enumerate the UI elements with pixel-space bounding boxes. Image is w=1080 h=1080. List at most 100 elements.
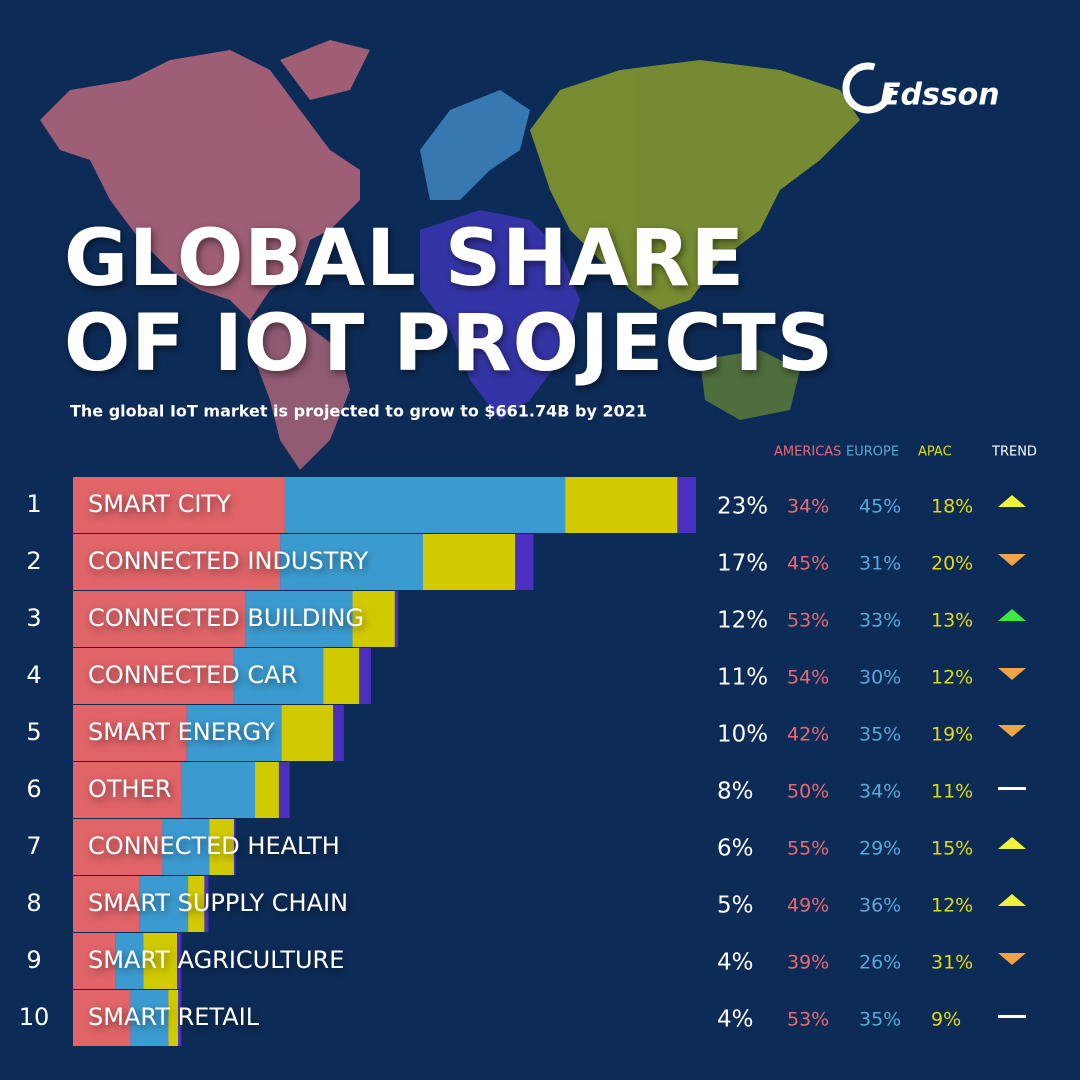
region-label: 31% [931,952,973,974]
trend-down [998,554,1026,566]
region-label: 45% [787,553,829,575]
trend-up [998,837,1026,849]
rank: 5 [26,718,41,746]
bar-segment [73,876,140,932]
region-label: 20% [931,553,973,575]
title-line: OF IOT PROJECTS [64,299,834,389]
title-line: GLOBAL SHARE [64,214,745,304]
column-header: EUROPE [846,445,899,460]
category-label: SMART ENERGY [88,718,275,746]
region-label: 13% [931,610,973,632]
bar-segment [73,933,116,989]
share-label: 11% [717,665,768,691]
category-label: CONNECTED BUILDING [88,604,364,632]
bar-segment [143,933,178,989]
category-label: SMART SUPPLY CHAIN [88,889,348,917]
bar-segment [139,876,189,932]
logo: Edsson [842,62,1000,114]
rank: 3 [26,604,41,632]
region-label: 29% [859,838,901,860]
bar-segment [209,819,234,875]
category-label: CONNECTED CAR [88,661,297,689]
australia [700,350,800,420]
bar-segment [168,990,179,1046]
region-label: 36% [859,895,901,917]
region-label: 49% [787,895,829,917]
region-label: 33% [859,610,901,632]
share-label: 8% [717,779,754,805]
region-label: 12% [931,667,973,689]
bar-segment [73,591,246,647]
share-label: 4% [717,950,754,976]
bar-segment [233,648,324,704]
region-label: 53% [787,610,829,632]
region-label: 45% [859,496,901,518]
bar-segment [73,819,163,875]
region-label: 15% [931,838,973,860]
category-label: OTHER [88,775,171,803]
region-label: 18% [931,496,973,518]
column-header: AMERICAS [774,445,841,460]
bar-segment [422,534,516,590]
subtitle: The global IoT market is projected to gr… [70,402,647,421]
region-label: 42% [787,724,829,746]
region-label: 35% [859,1009,901,1031]
europe [420,90,530,200]
trend-up [998,495,1026,507]
bar-segment [245,591,353,647]
region-label: 9% [931,1009,961,1031]
rank: 1 [26,490,41,518]
bar-segment [284,477,566,533]
region-label: 12% [931,895,973,917]
bar-segment [115,933,144,989]
region-label: 35% [859,724,901,746]
bar-segment [280,534,423,590]
trend-down [998,953,1026,965]
trend-up [998,609,1026,621]
south-america [250,320,350,470]
bar-segment [162,819,210,875]
category-label: CONNECTED HEALTH [88,832,340,860]
category-label: SMART RETAIL [88,1003,260,1031]
share-label: 17% [717,551,768,577]
region-label: 53% [787,1009,829,1031]
bar-segment [255,762,279,818]
region-label: 19% [931,724,973,746]
rank: 2 [26,547,41,575]
category-label: SMART AGRICULTURE [88,946,344,974]
rank: 4 [26,661,41,689]
bar-segment [352,591,395,647]
north-america [40,50,360,320]
category-label: SMART CITY [88,490,231,518]
bar-segment [565,477,678,533]
trend-down [998,725,1026,737]
rank: 7 [26,832,41,860]
asia [530,60,860,310]
bar-segment [73,648,234,704]
share-label: 10% [717,722,768,748]
africa [420,210,580,420]
region-label: 54% [787,667,829,689]
bar-segment [323,648,360,704]
region-label: 55% [787,838,829,860]
bar-segment [281,705,334,761]
rank: 6 [26,775,41,803]
region-label: 26% [859,952,901,974]
column-header: TREND [991,445,1037,460]
region-label: 34% [859,781,901,803]
share-label: 6% [717,836,754,862]
region-label: 31% [859,553,901,575]
trend-flat [998,787,1026,790]
share-label: 23% [717,494,768,520]
region-label: 11% [931,781,973,803]
logo-mark [842,62,894,114]
bar-segment [188,876,205,932]
region-label: 34% [787,496,829,518]
bar-segment [181,762,256,818]
world-map [40,40,860,470]
rank: 8 [26,889,41,917]
logo-text: Edsson [880,78,1000,113]
rank: 10 [19,1003,50,1031]
bar-segment [186,705,282,761]
